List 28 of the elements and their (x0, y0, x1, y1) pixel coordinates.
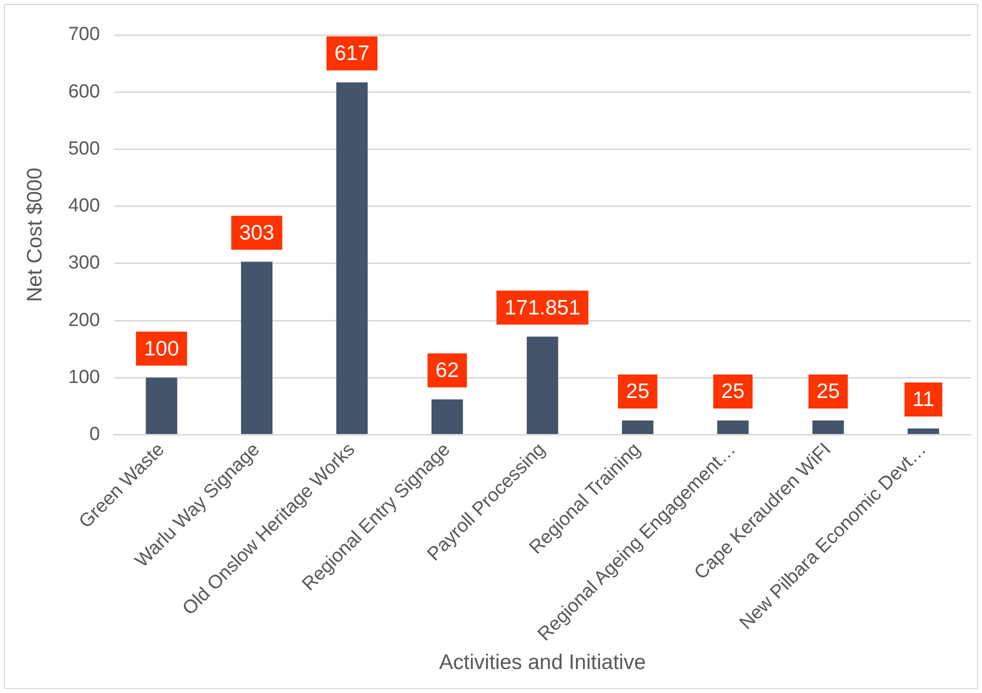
y-tick-label: 500 (68, 138, 100, 160)
bar (526, 336, 558, 434)
bar (336, 82, 368, 434)
bar (622, 420, 654, 434)
y-tick-label: 0 (89, 424, 100, 445)
y-tick-label: 200 (68, 310, 100, 331)
x-axis-title: Activities and Initiative (439, 651, 646, 674)
data-label: 11 (912, 388, 934, 412)
y-axis-title: Net Cost $000 (23, 168, 46, 302)
bar (241, 262, 272, 434)
bar (908, 428, 940, 434)
bar (717, 420, 749, 434)
data-label: 303 (239, 221, 274, 244)
data-label: 171.851 (504, 296, 580, 320)
y-tick-label: 300 (68, 252, 100, 274)
data-label: 25 (816, 380, 840, 404)
data-label: 25 (626, 380, 650, 404)
bar (146, 378, 178, 434)
bar (812, 420, 844, 434)
y-tick-label: 100 (68, 366, 100, 388)
data-label: 617 (334, 42, 370, 66)
y-tick-label: 700 (68, 24, 100, 46)
data-label: 62 (436, 359, 459, 382)
data-label: 100 (144, 337, 180, 360)
y-tick-label: 600 (68, 81, 100, 102)
data-label: 25 (721, 380, 745, 404)
bar (432, 399, 463, 434)
y-tick-label: 400 (68, 196, 100, 217)
